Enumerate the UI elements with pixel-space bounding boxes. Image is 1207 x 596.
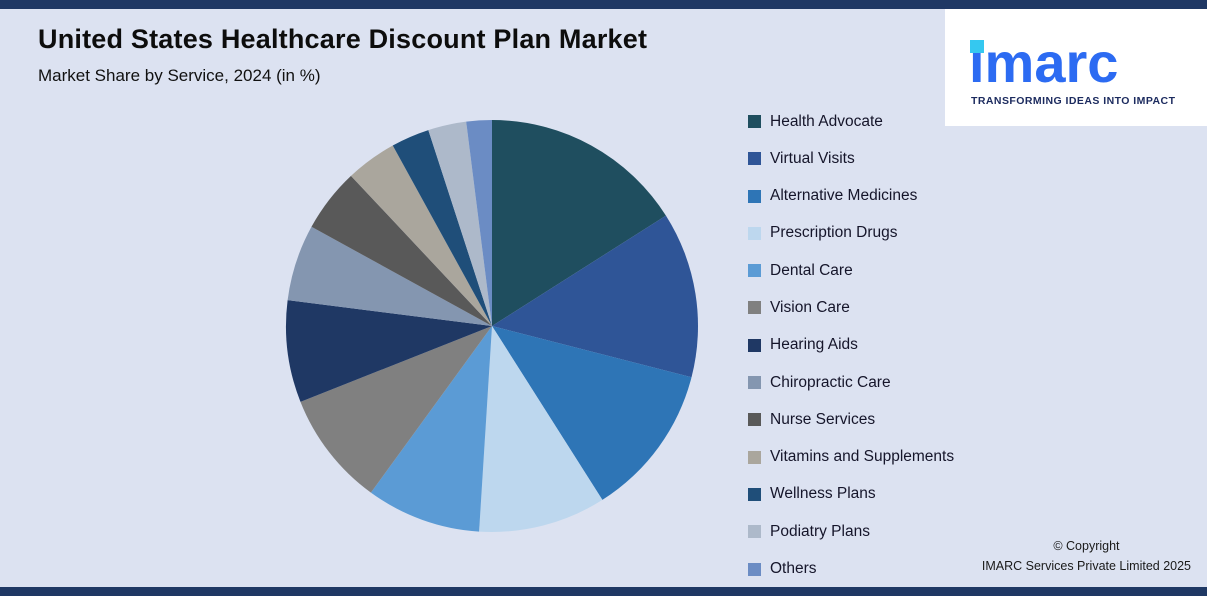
pie-slice-podiatry-plans (428, 121, 492, 327)
page-title: United States Healthcare Discount Plan M… (38, 24, 648, 54)
copyright-line-2: IMARC Services Private Limited 2025 (981, 558, 1191, 573)
legend-item-chiropractic-care: Chiropractic Care (748, 371, 954, 394)
legend-item-vision-care: Vision Care (748, 296, 954, 319)
legend-item-prescription-drugs: Prescription Drugs (748, 222, 954, 245)
pie-slice-virtual-visits (492, 215, 699, 378)
page-subtitle: Market Share by Service, 2024 (in %) (38, 66, 321, 85)
legend-item-nurse-services: Nurse Services (748, 408, 954, 431)
pie-slice-chiropractic-care (287, 226, 492, 326)
pie-slice-nurse-services (311, 175, 492, 326)
legend-item-alternative-medicines: Alternative Medicines (748, 185, 954, 208)
bottom-accent-bar (0, 587, 1207, 596)
pie-chart (285, 120, 699, 532)
legend-label-vision-care: Vision Care (770, 298, 850, 316)
legend-item-hearing-aids: Hearing Aids (748, 334, 954, 357)
legend-item-wellness-plans: Wellness Plans (748, 483, 954, 506)
legend-label-hearing-aids: Hearing Aids (770, 336, 858, 354)
logo-dot-icon (970, 40, 984, 53)
logo-wordmark-row: imarc (969, 35, 1118, 91)
legend-label-alternative-medicines: Alternative Medicines (770, 187, 918, 205)
legend-label-wellness-plans: Wellness Plans (770, 485, 876, 503)
legend-swatch-health-advocate (748, 115, 761, 128)
imarc-logo: imarc TRANSFORMING IDEAS INTO IMPACT (945, 9, 1207, 126)
legend-swatch-chiropractic-care (748, 376, 761, 390)
legend-swatch-nurse-services (748, 413, 761, 427)
pie-slice-hearing-aids (285, 300, 492, 402)
legend-item-virtual-visits: Virtual Visits (748, 147, 954, 170)
pie-slice-others (466, 120, 492, 326)
pie-slice-vitamins-and-supplements (350, 145, 492, 326)
pie-slice-health-advocate (492, 120, 666, 326)
legend-swatch-wellness-plans (748, 487, 761, 501)
legend-swatch-podiatry-plans (748, 525, 761, 539)
legend-swatch-vision-care (748, 301, 761, 315)
legend-swatch-alternative-medicines (748, 189, 761, 203)
legend-item-dental-care: Dental Care (748, 259, 954, 282)
legend-label-nurse-services: Nurse Services (770, 410, 876, 428)
copyright-line-1: © Copyright (1053, 539, 1120, 554)
logo-wordmark: imarc (969, 31, 1119, 94)
copyright-notice: © Copyright IMARC Services Private Limit… (982, 537, 1191, 576)
legend-label-podiatry-plans: Podiatry Plans (770, 522, 870, 540)
legend-label-virtual-visits: Virtual Visits (770, 149, 855, 167)
pie-slice-wellness-plans (392, 130, 492, 326)
pie-slice-dental-care (370, 326, 492, 532)
legend-label-others: Others (770, 560, 817, 578)
legend-label-chiropractic-care: Chiropractic Care (770, 373, 891, 391)
legend-item-vitamins-and-supplements: Vitamins and Supplements (748, 446, 954, 469)
legend-swatch-prescription-drugs (748, 226, 761, 240)
legend-swatch-hearing-aids (748, 338, 761, 352)
pie-chart-container (283, 117, 701, 535)
pie-slice-alternative-medicines (492, 326, 692, 500)
top-accent-bar (0, 0, 1207, 9)
legend-label-prescription-drugs: Prescription Drugs (770, 224, 898, 242)
legend-swatch-dental-care (748, 264, 761, 278)
chart-legend: Health Advocate Virtual Visits Alternative… (748, 110, 954, 581)
legend-item-podiatry-plans: Podiatry Plans (748, 520, 954, 543)
logo-tagline: TRANSFORMING IDEAS INTO IMPACT (971, 95, 1176, 107)
legend-swatch-virtual-visits (748, 152, 761, 166)
pie-slice-prescription-drugs (479, 326, 603, 532)
legend-label-dental-care: Dental Care (770, 261, 853, 279)
legend-label-vitamins-and-supplements: Vitamins and Supplements (770, 448, 955, 466)
legend-swatch-others (748, 562, 761, 576)
legend-item-others: Others (748, 558, 954, 581)
legend-item-health-advocate: Health Advocate (748, 110, 954, 133)
legend-swatch-vitamins-and-supplements (748, 450, 761, 464)
legend-label-health-advocate: Health Advocate (770, 112, 883, 130)
pie-slice-vision-care (300, 326, 492, 493)
